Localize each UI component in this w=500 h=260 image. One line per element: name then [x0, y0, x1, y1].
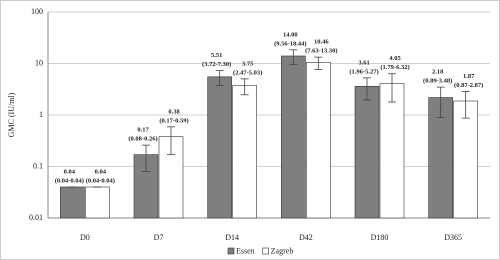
data-label: 14.00: [283, 31, 298, 38]
bar: [281, 55, 306, 219]
data-label: 3.75: [242, 60, 254, 67]
data-label: 3.61: [358, 59, 369, 66]
data-label: 0.17: [137, 127, 149, 134]
bar: [379, 83, 405, 219]
x-tick-label: D14: [225, 233, 239, 242]
ci-label: (3.72-7.30): [202, 61, 231, 68]
x-tick-label: D0: [80, 233, 90, 242]
error-bar: [240, 78, 249, 96]
bar: [453, 100, 478, 219]
bar: [60, 186, 85, 219]
error-bar: [289, 49, 298, 65]
y-tick-label: 0.01: [29, 213, 43, 222]
error-bar: [461, 91, 470, 119]
x-tick-label: D42: [299, 233, 313, 242]
x-tick-label: D365: [444, 233, 462, 242]
ci-label: (1.96-5.27): [349, 68, 378, 75]
ci-label: (2.47-5.03): [233, 69, 262, 76]
bar: [306, 62, 331, 219]
error-bar: [142, 144, 150, 172]
error-bar: [215, 70, 224, 87]
error-bar: [363, 77, 371, 101]
ci-label: (0.89-3.48): [423, 78, 452, 85]
x-tick-label: D180: [371, 233, 389, 242]
y-axis-label: GMC (IU/ml): [7, 92, 16, 137]
error-bar: [314, 56, 323, 70]
bar: [85, 186, 110, 219]
data-label: 5.51: [211, 52, 222, 59]
error-bar: [167, 126, 175, 156]
ci-label: (0.17-0.59): [159, 117, 188, 124]
data-label: 0.38: [168, 108, 180, 115]
legend-label: Essen: [236, 246, 255, 255]
y-tick-label: 0.1: [33, 161, 43, 170]
data-label: 10.46: [314, 39, 329, 46]
legend-label: Zagreb: [271, 246, 294, 255]
ci-label: (9.56-18.44): [274, 40, 307, 47]
data-label: 4.05: [389, 55, 401, 62]
data-label: 1.87: [463, 73, 475, 80]
data-label: 0.04: [64, 168, 76, 175]
bar: [207, 76, 232, 219]
ci-label: (0.87-2.87): [454, 82, 483, 89]
x-tick-label: D7: [154, 233, 164, 242]
bar: [354, 85, 380, 219]
y-tick-label: 10: [35, 58, 43, 67]
bar: [232, 85, 257, 219]
error-bar: [388, 73, 396, 103]
y-tick-label: 1: [39, 110, 43, 119]
ci-label: (0.04-0.04): [86, 177, 115, 184]
ci-label: (0.08-0.26): [128, 136, 157, 143]
y-tick-label: 100: [31, 7, 43, 16]
error-bar: [436, 86, 445, 119]
data-label: 2.18: [432, 69, 444, 76]
data-label: 0.04: [95, 168, 107, 175]
ci-label: (1.79-6.32): [380, 64, 409, 71]
legend-swatch: [262, 247, 269, 255]
legend-swatch: [227, 247, 235, 255]
ci-label: (7.63-13.30): [305, 48, 338, 55]
ci-label: (0.04-0.04): [55, 177, 84, 184]
